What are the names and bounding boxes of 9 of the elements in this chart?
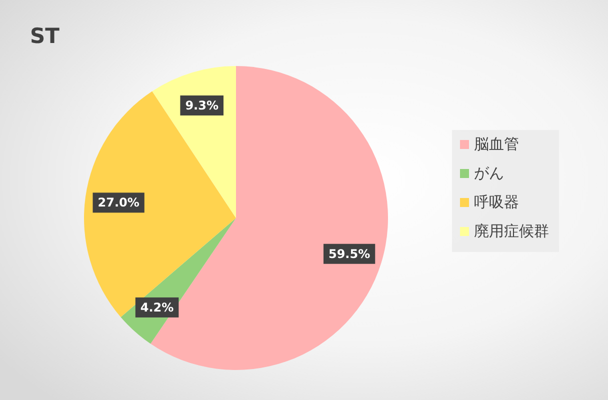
data-label: 27.0%	[98, 196, 140, 210]
data-label: 9.3%	[185, 98, 218, 112]
data-label: 4.2%	[140, 300, 174, 314]
legend-label: 脳血管	[474, 135, 519, 153]
legend-label: 廃用症候群	[474, 222, 549, 240]
legend-label: 呼吸器	[474, 193, 519, 211]
legend-label: がん	[474, 164, 504, 182]
data-label: 59.5%	[328, 246, 370, 261]
chart-title: ST	[30, 24, 60, 48]
